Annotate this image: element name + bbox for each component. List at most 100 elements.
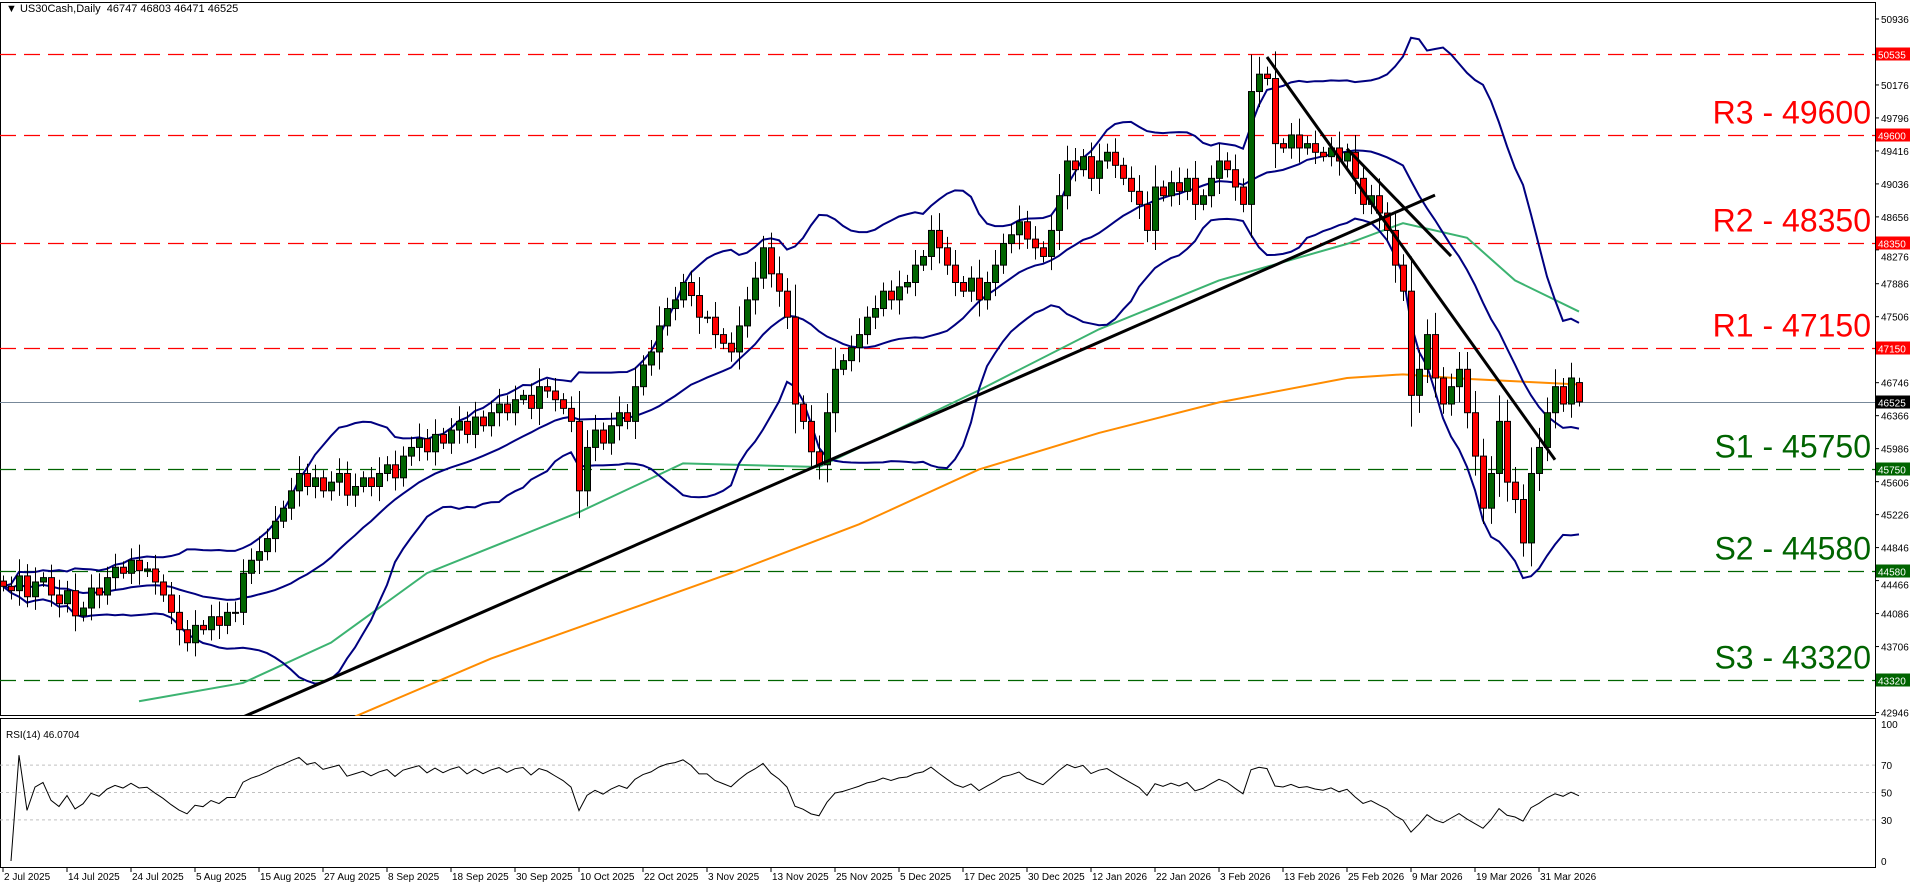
y-tick-label: 45226 bbox=[1881, 511, 1909, 522]
candle bbox=[1240, 178, 1247, 213]
candle bbox=[560, 393, 567, 415]
symbol-timeframe: US30Cash,Daily bbox=[19, 3, 101, 15]
candle bbox=[1448, 373, 1455, 416]
candle bbox=[448, 418, 455, 454]
bear-candle-body bbox=[1232, 169, 1239, 188]
collapse-triangle-icon[interactable]: ▼ bbox=[6, 3, 20, 15]
candle bbox=[1248, 54, 1255, 238]
rsi-line bbox=[10, 755, 1580, 862]
y-tick-label: 45606 bbox=[1881, 479, 1909, 490]
bear-candle-body bbox=[960, 282, 967, 292]
candle bbox=[1128, 166, 1135, 203]
bear-candle-body bbox=[120, 566, 127, 574]
bull-candle-body bbox=[272, 520, 279, 540]
y-tick-label: 44466 bbox=[1881, 581, 1909, 592]
candle bbox=[1480, 438, 1487, 524]
current-price-tag-text: 46525 bbox=[1878, 399, 1906, 410]
candle bbox=[200, 619, 207, 635]
candle bbox=[1528, 447, 1535, 567]
candle bbox=[352, 473, 359, 507]
x-tick-label: 19 Mar 2026 bbox=[1476, 872, 1533, 883]
candle bbox=[712, 302, 719, 349]
candle bbox=[952, 249, 959, 297]
bear-candle-body bbox=[1072, 160, 1079, 171]
candle bbox=[648, 340, 655, 376]
rsi-label: RSI(14) 46.0704 bbox=[6, 730, 80, 741]
candle bbox=[464, 411, 471, 444]
candle bbox=[912, 249, 919, 297]
candle bbox=[880, 282, 887, 317]
bear-candle-body bbox=[888, 290, 895, 301]
resistance-price-tag-text: 50535 bbox=[1878, 51, 1906, 62]
candle bbox=[1552, 369, 1559, 429]
bull-candle-body bbox=[920, 255, 927, 266]
bear-candle-body bbox=[768, 247, 775, 275]
y-tick-label: 42946 bbox=[1881, 709, 1909, 720]
resistance-price-tag-text: 48350 bbox=[1878, 240, 1906, 251]
support-price-tag bbox=[1876, 673, 1910, 687]
main-panel-frame bbox=[0, 2, 1876, 716]
x-tick-label: 3 Feb 2026 bbox=[1220, 872, 1271, 883]
candle bbox=[1224, 152, 1231, 178]
bull-candle-body bbox=[472, 416, 479, 435]
candle bbox=[1168, 170, 1175, 207]
bull-candle-body bbox=[408, 446, 415, 457]
support-level-label: S3 - 43320 bbox=[1714, 640, 1871, 676]
y-tick-label: 44086 bbox=[1881, 610, 1909, 621]
bull-candle-body bbox=[584, 446, 591, 492]
candle bbox=[176, 594, 183, 646]
bull-candle-body bbox=[232, 611, 239, 614]
bear-candle-body bbox=[1560, 386, 1567, 405]
resistance-price-tag bbox=[1876, 128, 1910, 142]
rsi-tick-label: 100 bbox=[1881, 720, 1898, 731]
bear-candle-body bbox=[368, 477, 375, 487]
candle bbox=[680, 273, 687, 308]
candle bbox=[632, 367, 639, 439]
candle bbox=[1064, 145, 1071, 210]
bear-candle-body bbox=[800, 403, 807, 422]
candle bbox=[584, 430, 591, 507]
candle bbox=[656, 306, 663, 370]
candle bbox=[1392, 210, 1399, 283]
candle bbox=[872, 295, 879, 329]
bear-candle-body bbox=[728, 342, 735, 353]
candle bbox=[1488, 456, 1495, 524]
bear-candle-body bbox=[1088, 156, 1095, 179]
bear-candle-body bbox=[216, 616, 223, 626]
y-tick-label: 43706 bbox=[1881, 643, 1909, 654]
candle bbox=[1032, 226, 1039, 260]
y-tick-label: 49036 bbox=[1881, 180, 1909, 191]
candle bbox=[504, 395, 511, 421]
candle bbox=[752, 261, 759, 315]
bull-candle-body bbox=[264, 538, 271, 553]
bear-candle-body bbox=[792, 316, 799, 405]
bull-candle-body bbox=[640, 364, 647, 388]
x-tick-label: 13 Nov 2025 bbox=[772, 872, 829, 883]
candle bbox=[144, 562, 151, 577]
bull-candle-body bbox=[616, 412, 623, 427]
bear-candle-body bbox=[560, 399, 567, 409]
candle bbox=[160, 574, 167, 602]
bear-candle-body bbox=[464, 420, 471, 435]
bull-candle-body bbox=[1304, 143, 1311, 149]
candle bbox=[112, 553, 119, 590]
bear-candle-body bbox=[152, 568, 159, 583]
resistance-price-tag-text: 49600 bbox=[1878, 132, 1906, 143]
candle bbox=[1216, 143, 1223, 194]
candle bbox=[1560, 377, 1567, 412]
bull-candle-body bbox=[88, 587, 95, 609]
bull-candle-body bbox=[1008, 234, 1015, 244]
candle bbox=[1296, 118, 1303, 163]
bull-candle-body bbox=[40, 577, 47, 583]
candle bbox=[1088, 142, 1095, 192]
bull-candle-body bbox=[256, 551, 263, 561]
candle bbox=[0, 575, 7, 592]
bull-candle-body bbox=[32, 581, 39, 598]
bull-candle-body bbox=[448, 429, 455, 444]
candle bbox=[432, 419, 439, 466]
bear-candle-body bbox=[56, 594, 63, 605]
candle bbox=[480, 410, 487, 432]
bear-candle-body bbox=[688, 282, 695, 297]
candle bbox=[512, 385, 519, 426]
